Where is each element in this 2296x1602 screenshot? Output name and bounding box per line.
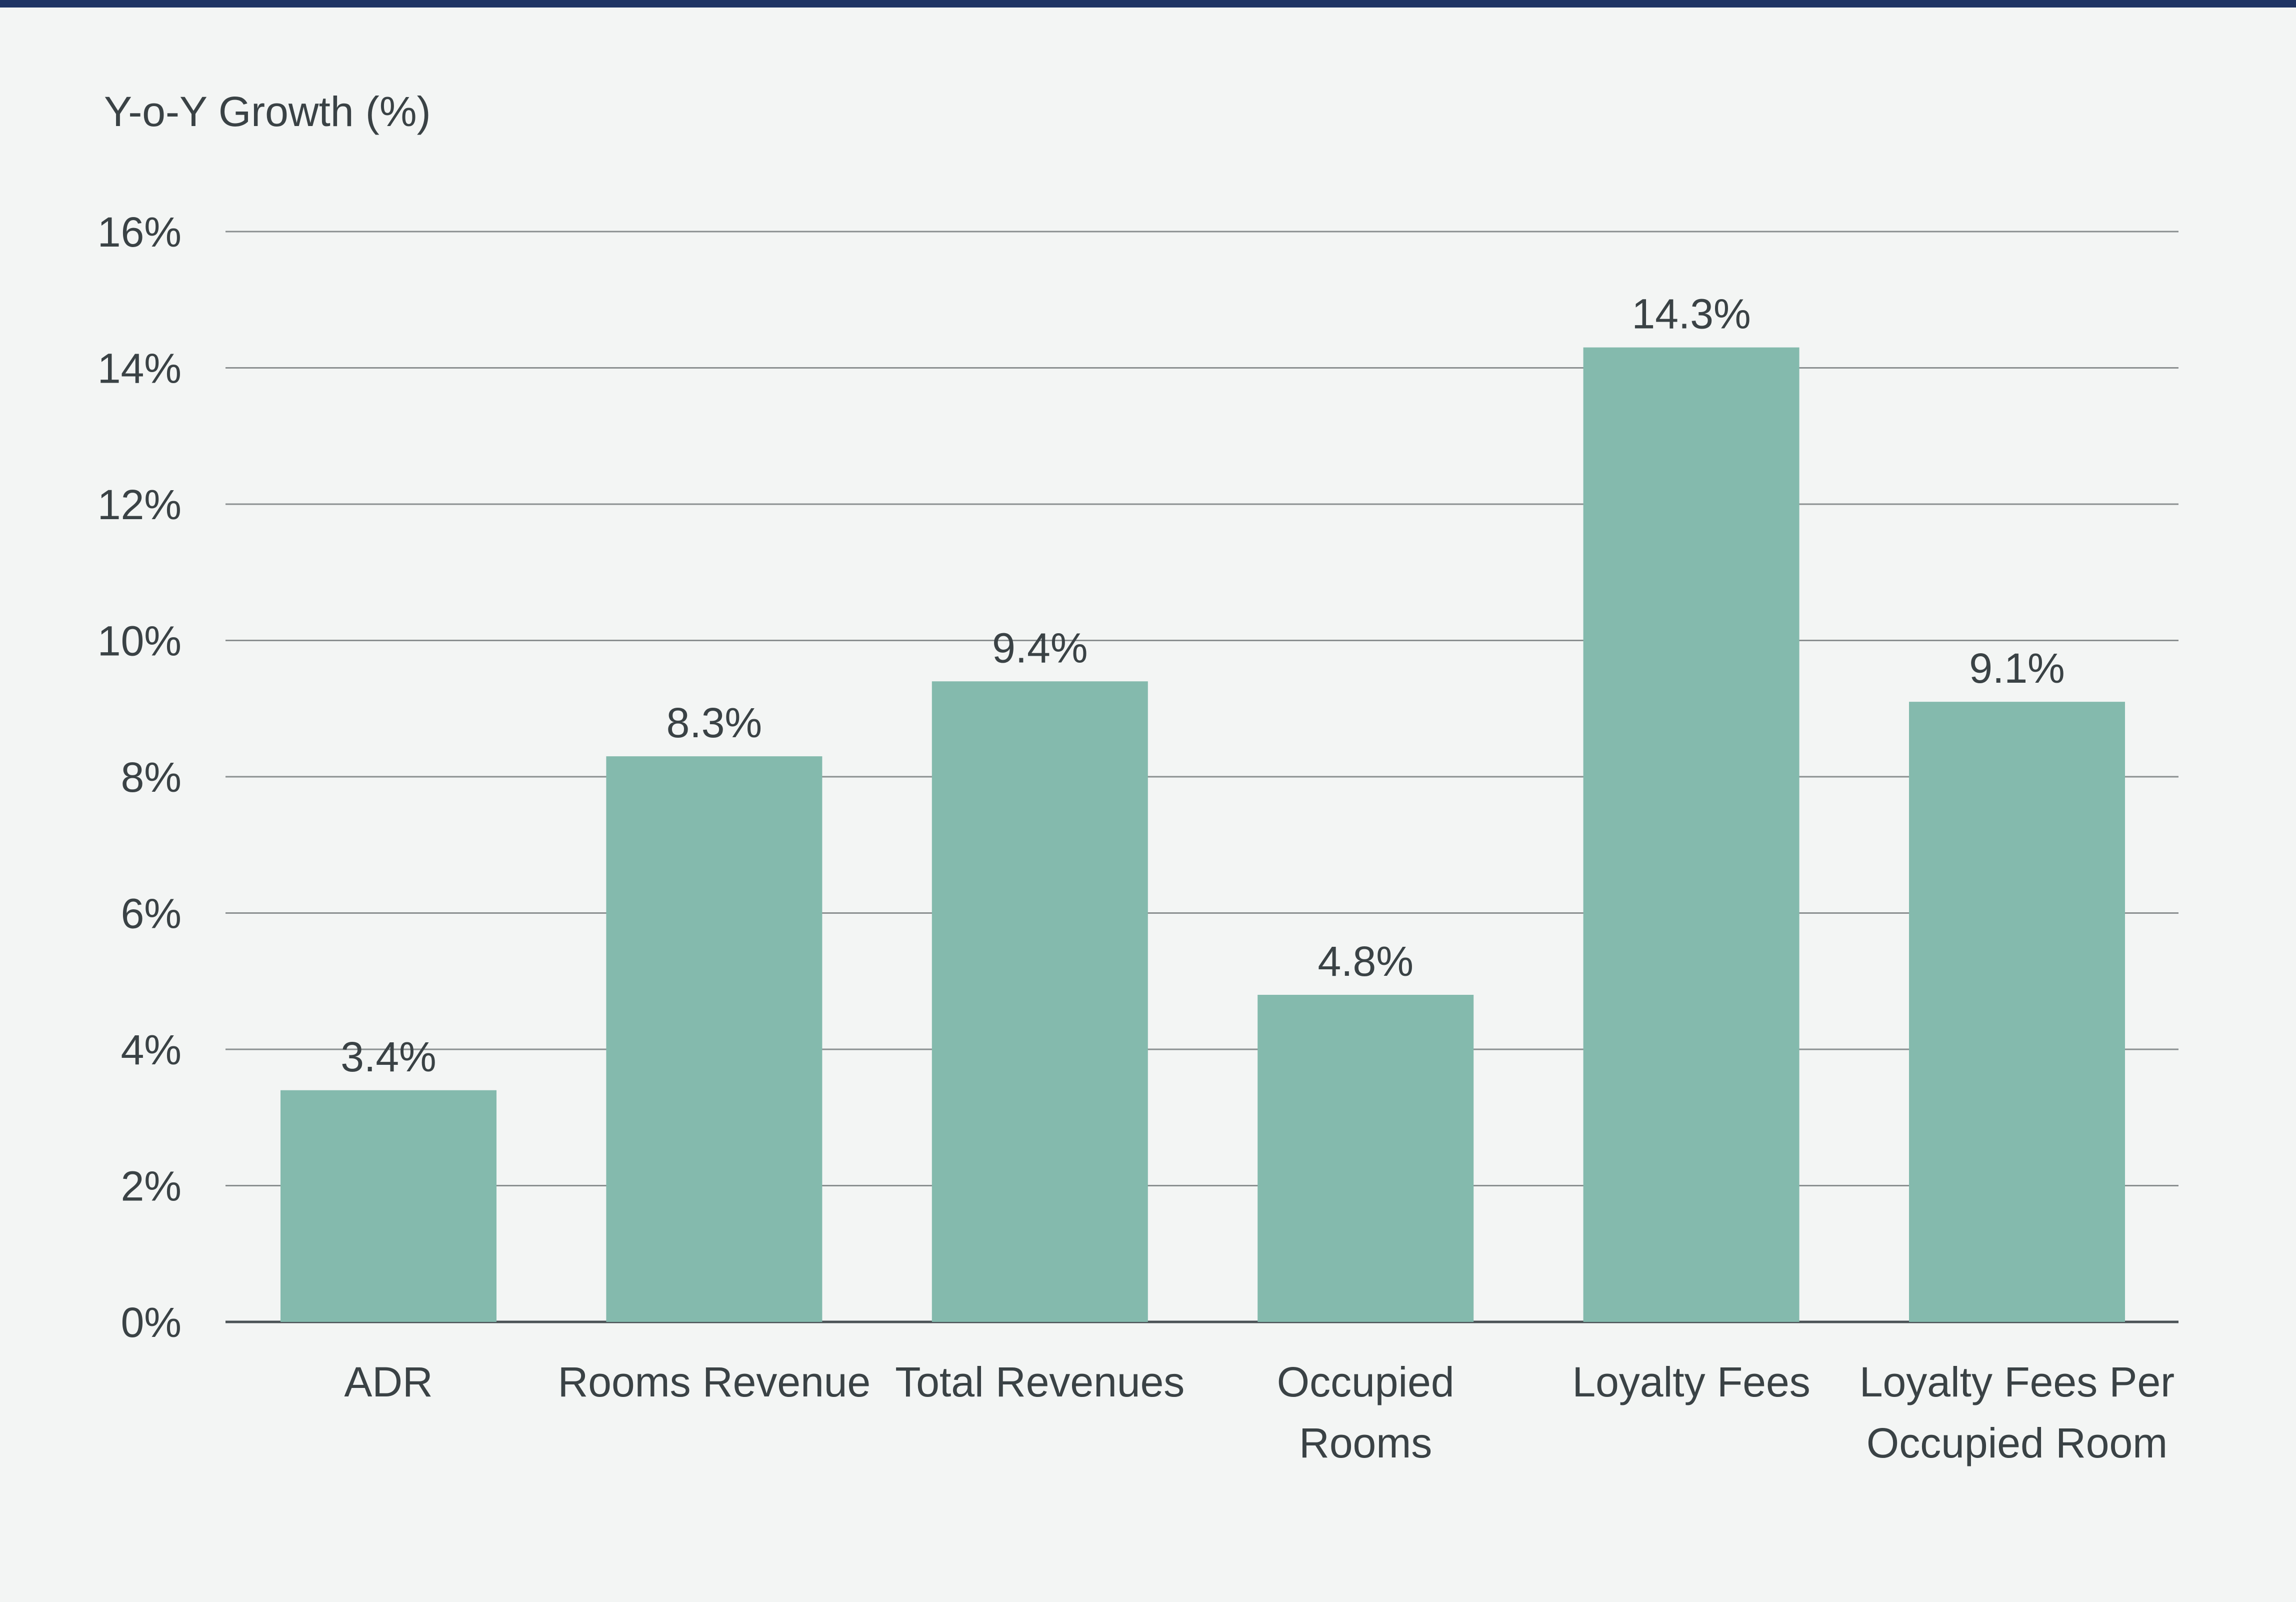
data-label: 9.1% (1969, 645, 2064, 692)
y-tick-label: 6% (121, 890, 182, 937)
data-label: 9.4% (992, 624, 1088, 671)
category-label: Occupied (1277, 1358, 1454, 1405)
y-tick-label: 10% (98, 618, 182, 665)
bar (280, 1090, 496, 1322)
y-tick-label: 2% (121, 1163, 182, 1210)
y-tick-labels: 0% 2% 4% 6% 8% 10% 12% 14% 16% (98, 209, 182, 1346)
gridlines (226, 231, 2178, 1323)
data-label: 3.4% (340, 1033, 436, 1080)
category-label: Loyalty Fees (1572, 1358, 1810, 1405)
bar (932, 681, 1148, 1322)
bars (280, 347, 2125, 1322)
bar (1583, 347, 1800, 1322)
bar (606, 756, 822, 1322)
category-label: Occupied Room (1866, 1419, 2168, 1466)
data-label: 8.3% (666, 699, 762, 746)
data-label: 14.3% (1632, 291, 1751, 338)
top-rule (0, 0, 2296, 8)
category-label: Total Revenues (895, 1358, 1184, 1405)
bar (1258, 995, 1474, 1322)
category-label: Rooms Revenue (558, 1358, 871, 1405)
y-tick-label: 12% (98, 481, 182, 528)
y-tick-label: 8% (121, 754, 182, 801)
y-axis-title: Y-o-Y Growth (%) (104, 88, 431, 135)
y-tick-label: 14% (98, 345, 182, 392)
y-tick-label: 4% (121, 1026, 182, 1073)
category-labels: ADR Rooms Revenue Total Revenues Occupied Ro… (344, 1358, 2174, 1466)
bar (1909, 702, 2125, 1322)
category-label: Rooms (1299, 1419, 1432, 1466)
data-labels: 3.4% 8.3% 9.4% 4.8% 14.3% 9.1% (340, 291, 2064, 1080)
y-tick-label: 0% (121, 1299, 182, 1346)
y-tick-label: 16% (98, 209, 182, 256)
category-label: Loyalty Fees Per (1860, 1358, 2174, 1405)
category-label: ADR (344, 1358, 432, 1405)
data-label: 4.8% (1318, 938, 1413, 985)
